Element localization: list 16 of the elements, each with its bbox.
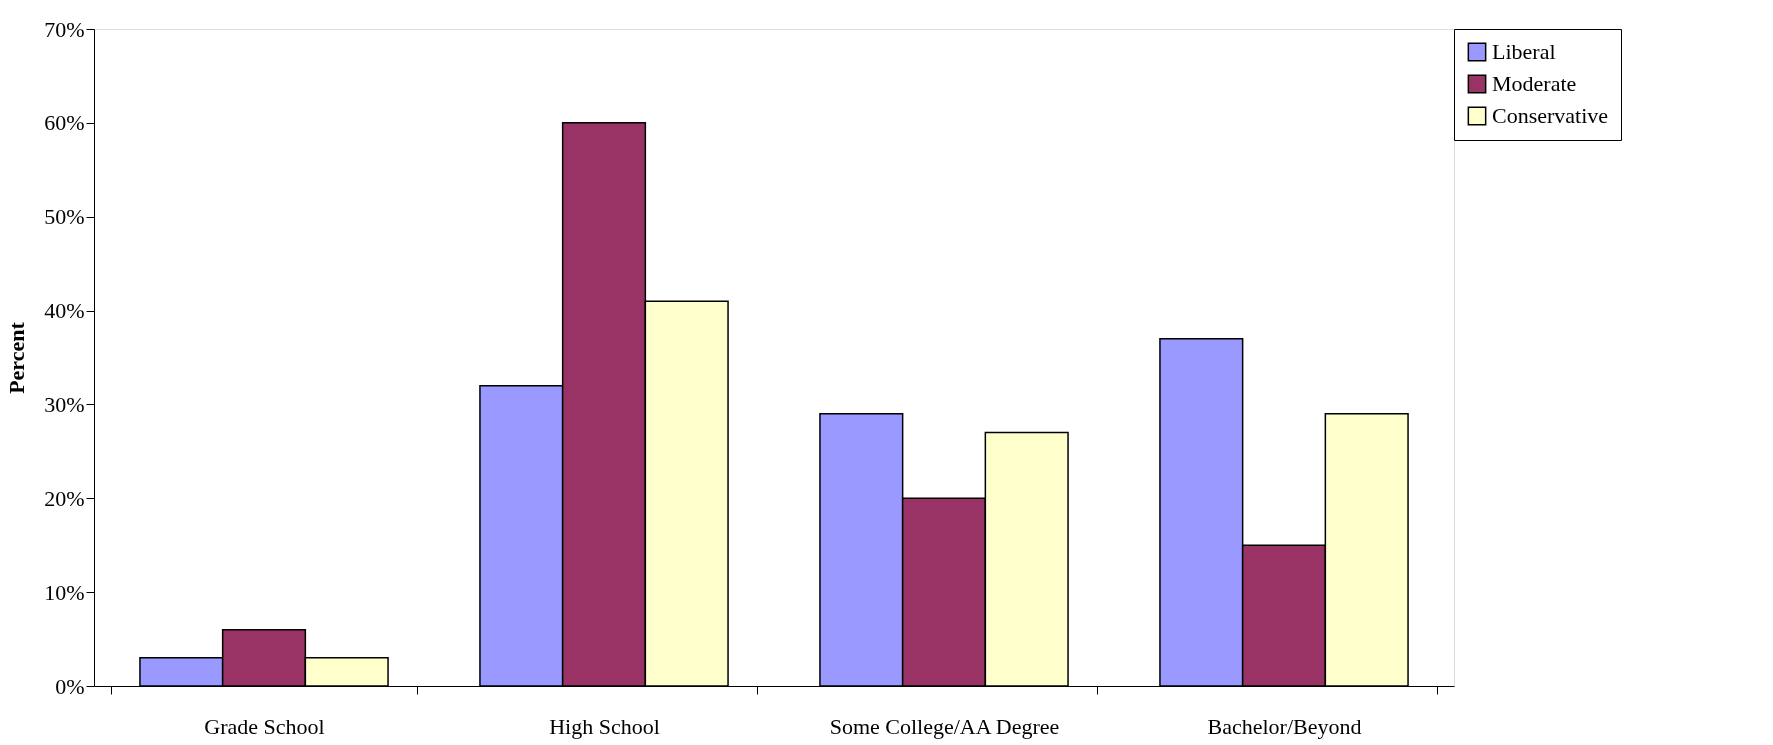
legend-label: Moderate — [1492, 71, 1577, 96]
y-tick-label: 0% — [55, 673, 85, 699]
y-tick-label: 50% — [44, 204, 85, 230]
y-tick-label: 60% — [44, 110, 85, 136]
legend-label: Conservative — [1492, 103, 1609, 128]
x-tick-label: Grade School — [204, 713, 325, 739]
y-tick-label: 30% — [44, 391, 85, 417]
y-tick-label: 20% — [44, 485, 85, 511]
x-tick-label: Some College/AA Degree — [829, 713, 1060, 739]
x-tick-label: Bachelor/Beyond — [1207, 713, 1362, 739]
legend-label: Liberal — [1492, 39, 1556, 64]
y-tick-label: 10% — [44, 579, 85, 605]
y-axis-title: Percent — [4, 321, 30, 394]
x-tick-label: High School — [549, 713, 660, 739]
y-tick-label: 40% — [44, 298, 85, 324]
y-tick-label: 70% — [44, 16, 85, 42]
